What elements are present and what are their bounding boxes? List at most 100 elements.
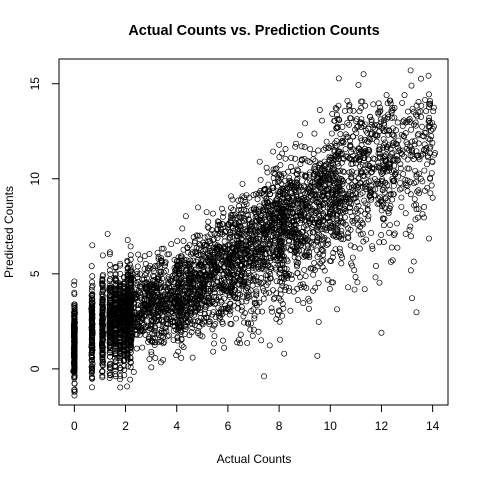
scatter-point (174, 238, 181, 244)
scatter-point (408, 126, 415, 133)
scatter-point (337, 131, 344, 138)
scatter-point (117, 366, 124, 373)
scatter-point (71, 360, 78, 367)
scatter-point (106, 249, 113, 256)
scatter-point (89, 242, 96, 249)
x-tick-label: 12 (375, 419, 389, 433)
scatter-point (99, 324, 106, 331)
scatter-point (124, 237, 131, 243)
scatter-point (257, 176, 264, 183)
scatter-point (266, 289, 273, 296)
scatter-point (424, 161, 430, 168)
scatter-point (323, 242, 330, 248)
scatter-point (376, 279, 383, 286)
scatter-point (354, 279, 361, 286)
scatter-point (421, 167, 428, 174)
scatter-point (341, 107, 348, 114)
scatter-point (276, 154, 283, 160)
scatter-point (260, 295, 267, 302)
scatter-point (180, 238, 187, 245)
scatter-point (407, 223, 414, 230)
scatter-point (429, 194, 436, 201)
scatter-point (419, 123, 426, 130)
scatter-point (319, 117, 326, 124)
scatter-point (410, 156, 417, 163)
scatter-point (307, 146, 314, 152)
scatter-point (394, 244, 401, 251)
scatter-point (88, 337, 95, 344)
scatter-point (284, 258, 291, 265)
scatter-point (124, 354, 131, 361)
scatter-point (205, 218, 212, 225)
scatter-point (88, 324, 95, 331)
scatter-point (117, 270, 124, 277)
scatter-point (351, 286, 358, 293)
scatter-point (402, 210, 409, 217)
scatter-point (294, 270, 301, 277)
scatter-point (99, 317, 106, 324)
scatter-point (135, 251, 142, 258)
scatter-point (323, 138, 330, 145)
scatter-point (269, 308, 276, 315)
scatter-point (411, 196, 418, 202)
scatter-point (353, 130, 360, 136)
scatter-point (99, 368, 105, 375)
x-axis: 0 2 4 6 8 10 12 14 (71, 404, 440, 433)
scatter-point (127, 252, 134, 259)
scatter-point (189, 354, 196, 361)
scatter-point (296, 131, 303, 138)
scatter-point (99, 288, 106, 295)
scatter-point (219, 320, 226, 327)
scatter-point (99, 374, 106, 381)
scatter-point (99, 303, 106, 310)
scatter-point (88, 284, 95, 291)
scatter-point (264, 169, 271, 176)
scatter-point (350, 133, 357, 140)
scatter-point (342, 146, 349, 153)
scatter-point (407, 191, 414, 198)
scatter-point (228, 193, 235, 200)
scatter-point (117, 262, 124, 269)
scatter-point (261, 373, 267, 380)
scatter-point (120, 357, 127, 364)
scatter-point (310, 271, 317, 278)
scatter-point (71, 321, 78, 328)
scatter-point (277, 336, 283, 343)
scatter-point (302, 120, 309, 127)
scatter-point (121, 372, 128, 379)
scatter-point (89, 344, 96, 350)
scatter-point (106, 261, 113, 268)
x-tick-label: 2 (122, 419, 129, 433)
scatter-point (273, 278, 280, 285)
scatter-point (71, 332, 78, 339)
scatter-point (88, 299, 95, 306)
scatter-point (421, 204, 428, 210)
scatter-point (89, 327, 96, 334)
scatter-point (229, 196, 236, 203)
scatter-point (268, 305, 275, 312)
scatter-point (426, 235, 432, 242)
scatter-point (425, 72, 432, 79)
scatter-point (310, 150, 317, 157)
scatter-point (400, 171, 407, 177)
scatter-point (99, 306, 106, 313)
scatter-point (117, 373, 124, 380)
scatter-point (106, 375, 113, 381)
scatter-point (89, 273, 96, 280)
scatter-point (99, 333, 106, 340)
scatter-point (106, 267, 113, 274)
scatter-point (398, 194, 405, 201)
scatter-point (127, 354, 134, 361)
scatter-point (210, 348, 217, 355)
scatter-point (100, 332, 106, 339)
x-tick-label: 4 (173, 419, 180, 433)
scatter-point (116, 288, 123, 295)
scatter-point (89, 349, 96, 356)
scatter-point (71, 380, 78, 387)
x-tick-label: 0 (71, 419, 78, 433)
scatter-point (71, 329, 78, 336)
scatter-point (325, 240, 332, 247)
scatter-point (432, 150, 439, 157)
